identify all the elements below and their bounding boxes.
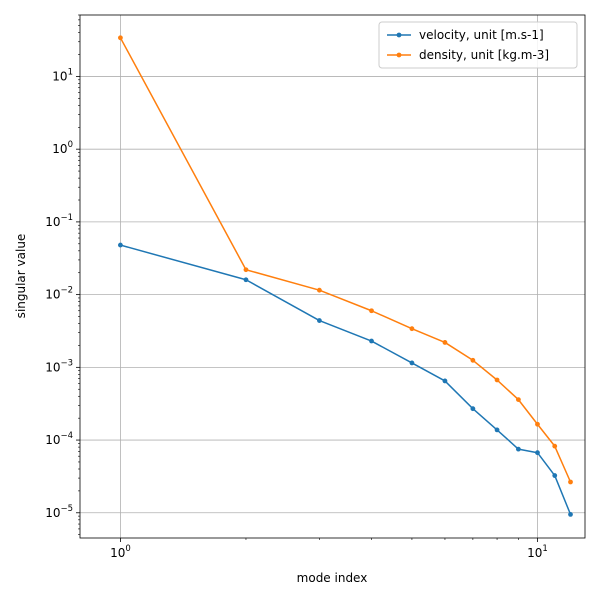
data-point: [552, 443, 558, 449]
x-tick-label: 101: [527, 544, 548, 560]
y-tick-label: 10−5: [45, 504, 73, 520]
data-point: [442, 378, 448, 384]
data-point: [409, 360, 415, 366]
legend-marker: [396, 52, 402, 58]
data-point: [535, 450, 540, 456]
x-tick-label: 100: [110, 544, 131, 560]
data-point: [568, 479, 573, 485]
y-tick-label: 10−3: [45, 358, 73, 374]
y-tick-label: 101: [52, 67, 73, 83]
data-point: [515, 446, 521, 452]
data-point: [369, 338, 374, 344]
data-point: [568, 512, 573, 517]
data-point: [515, 397, 521, 403]
data-point: [494, 427, 500, 433]
data-point: [552, 473, 558, 478]
y-tick-label: 100: [52, 140, 73, 156]
x-axis-label: mode index: [297, 571, 368, 585]
y-tick-label: 10−1: [45, 213, 73, 229]
legend: velocity, unit [m.s-1] density, unit [kg.…: [378, 21, 578, 69]
legend-marker: [396, 32, 402, 38]
data-point: [369, 308, 374, 314]
series-line-0: [120, 244, 572, 515]
y-tick-label: 10−4: [45, 431, 73, 447]
data-point: [409, 326, 415, 332]
data-point: [470, 406, 476, 412]
data-point: [118, 242, 123, 248]
data-point: [442, 340, 448, 345]
legend-box: [378, 21, 578, 69]
y-tick-label: 10−2: [45, 286, 73, 302]
plot-frame: [79, 14, 586, 539]
data-point: [317, 287, 322, 293]
legend-label: velocity, unit [m.s-1]: [419, 28, 544, 42]
grid: [80, 15, 585, 538]
series-lines: [118, 35, 573, 517]
data-point: [243, 277, 249, 283]
x-axis-ticks: 100 101: [110, 538, 548, 560]
legend-label: density, unit [kg.m-3]: [419, 48, 549, 62]
data-point: [118, 35, 123, 41]
data-point: [243, 267, 249, 273]
data-point: [470, 357, 476, 363]
y-axis-label: singular value: [14, 234, 28, 319]
data-point: [494, 377, 500, 383]
y-axis-ticks: 10−5 10−4 10−3 10−2 10−1 100 101: [45, 14, 80, 535]
data-point: [317, 318, 322, 323]
data-point: [535, 421, 540, 427]
series-line-1: [119, 37, 572, 483]
